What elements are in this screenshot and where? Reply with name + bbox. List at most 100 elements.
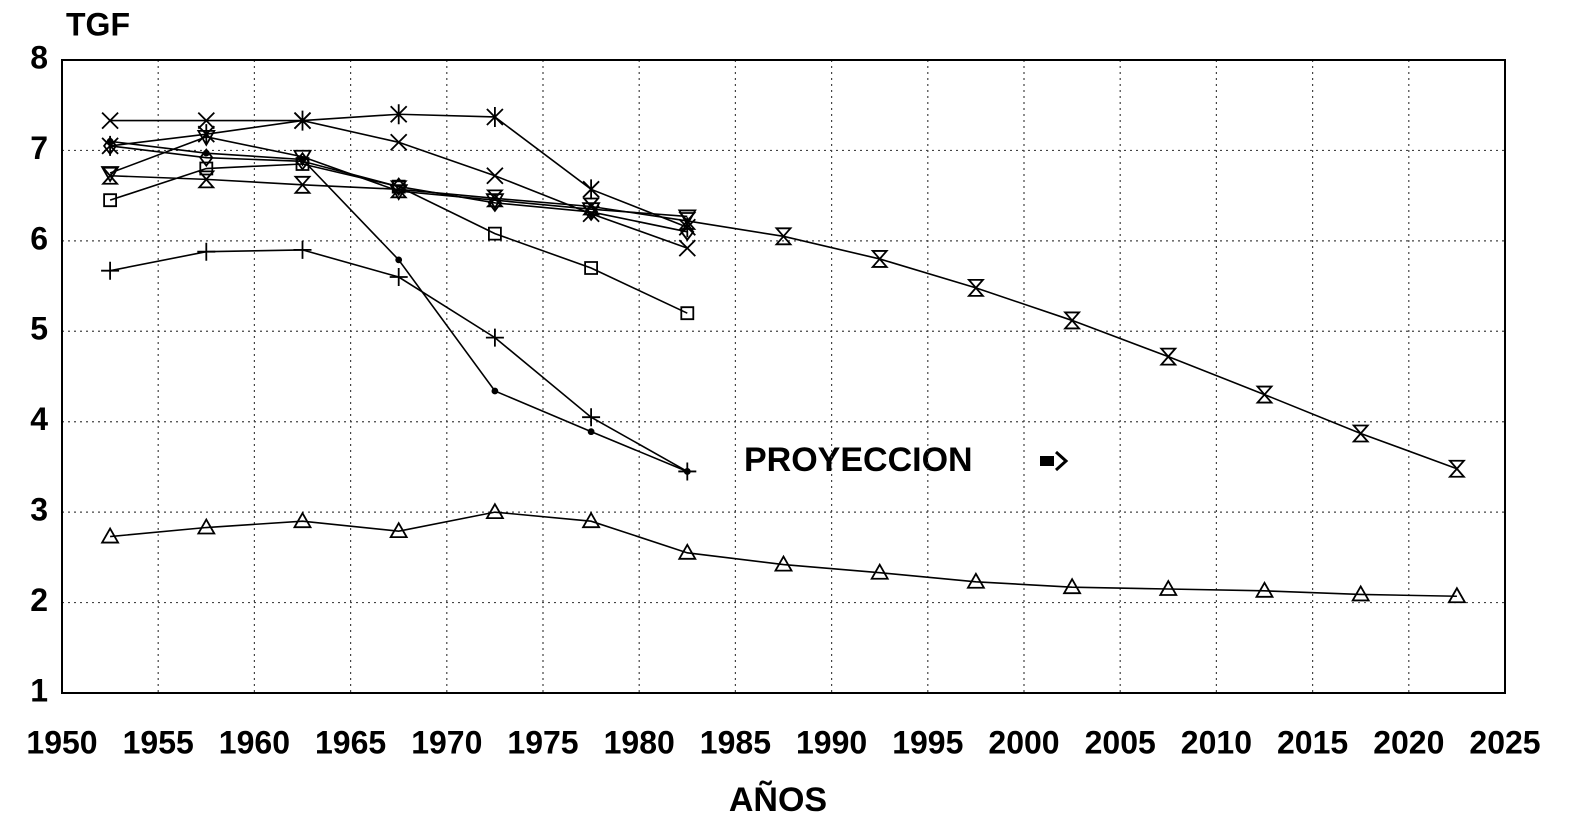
marker xyxy=(293,175,312,194)
marker xyxy=(683,468,691,475)
x-tick-label: 1975 xyxy=(507,724,578,760)
annotation: PROYECCION xyxy=(744,441,973,479)
marker xyxy=(1447,586,1467,604)
y-tick-label: 8 xyxy=(30,39,48,75)
y-tick-label: 2 xyxy=(30,582,48,618)
x-tick-label: 1965 xyxy=(315,724,386,760)
marker xyxy=(292,511,313,529)
marker xyxy=(199,148,214,168)
x-tick-label: 2005 xyxy=(1085,724,1156,760)
marker xyxy=(390,104,408,125)
marker xyxy=(196,517,216,535)
marker xyxy=(774,227,793,246)
marker xyxy=(390,133,408,151)
marker xyxy=(197,170,216,189)
marker xyxy=(678,212,697,230)
marker xyxy=(197,111,215,130)
marker xyxy=(100,526,120,544)
series xyxy=(101,166,1466,478)
marker xyxy=(677,209,697,227)
marker xyxy=(100,166,120,183)
y-tick-label: 5 xyxy=(30,311,48,347)
y-tick-label: 7 xyxy=(30,130,48,166)
marker xyxy=(678,217,696,238)
marker xyxy=(1351,424,1370,443)
marker xyxy=(581,202,601,220)
x-tick-label: 2010 xyxy=(1181,724,1252,760)
marker xyxy=(1062,577,1082,595)
marker xyxy=(680,306,695,321)
series xyxy=(100,129,697,227)
marker xyxy=(395,256,403,264)
marker xyxy=(1351,584,1371,602)
marker xyxy=(1158,579,1178,596)
marker xyxy=(1254,581,1275,598)
marker xyxy=(486,106,504,127)
y-tick-label: 4 xyxy=(30,401,48,437)
marker xyxy=(582,408,601,427)
marker xyxy=(677,543,697,560)
x-tick-label: 2025 xyxy=(1469,724,1540,760)
plot-frame xyxy=(61,59,1506,694)
x-tick-label: 2020 xyxy=(1373,724,1444,760)
marker xyxy=(485,193,505,210)
marker xyxy=(103,193,117,208)
x-tick-label: 1960 xyxy=(219,724,290,760)
marker xyxy=(1255,385,1274,404)
annotation-arrow xyxy=(1040,450,1069,472)
marker xyxy=(773,554,794,572)
marker xyxy=(197,242,216,261)
x-tick-label: 1955 xyxy=(123,724,194,760)
series xyxy=(101,240,697,481)
marker xyxy=(581,511,601,529)
series-line xyxy=(110,174,1458,470)
marker xyxy=(389,268,408,287)
y-tick-label: 3 xyxy=(30,492,48,528)
marker xyxy=(966,571,986,589)
marker xyxy=(389,184,409,201)
x-tick-label: 2000 xyxy=(988,724,1059,760)
y-axis-title: TGF xyxy=(66,6,130,42)
marker xyxy=(587,428,595,436)
x-tick-label: 1950 xyxy=(26,724,97,760)
marker xyxy=(293,240,312,259)
marker xyxy=(292,149,313,167)
series xyxy=(101,104,696,238)
x-tick-label: 2015 xyxy=(1277,724,1348,760)
y-tick-label: 6 xyxy=(30,220,48,256)
series-line xyxy=(109,136,688,218)
marker xyxy=(966,278,985,297)
marker xyxy=(680,222,695,242)
marker xyxy=(491,387,499,395)
marker xyxy=(196,129,216,147)
x-tick-label: 1985 xyxy=(700,724,771,760)
marker xyxy=(1447,459,1466,478)
x-tick-label: 1990 xyxy=(796,724,867,760)
marker xyxy=(488,226,502,241)
marker xyxy=(101,111,119,130)
marker xyxy=(391,177,406,197)
marker xyxy=(582,179,600,200)
series-line xyxy=(110,145,688,233)
marker xyxy=(486,167,504,185)
marker xyxy=(678,239,696,257)
marker xyxy=(389,521,409,539)
series xyxy=(100,502,1467,604)
marker xyxy=(1063,311,1082,330)
marker xyxy=(101,261,120,280)
x-tick-label: 1995 xyxy=(892,724,963,760)
marker xyxy=(293,110,312,131)
marker xyxy=(870,562,890,580)
marker xyxy=(101,135,119,156)
marker xyxy=(485,502,505,520)
x-tick-label: 1980 xyxy=(604,724,675,760)
marker xyxy=(485,328,504,347)
x-tick-label: 1970 xyxy=(411,724,482,760)
series-line xyxy=(110,511,1457,598)
y-tick-label: 1 xyxy=(30,672,48,708)
marker xyxy=(870,250,889,268)
marker xyxy=(584,261,598,275)
marker xyxy=(1159,347,1178,366)
x-axis-title: AÑOS xyxy=(729,781,827,819)
